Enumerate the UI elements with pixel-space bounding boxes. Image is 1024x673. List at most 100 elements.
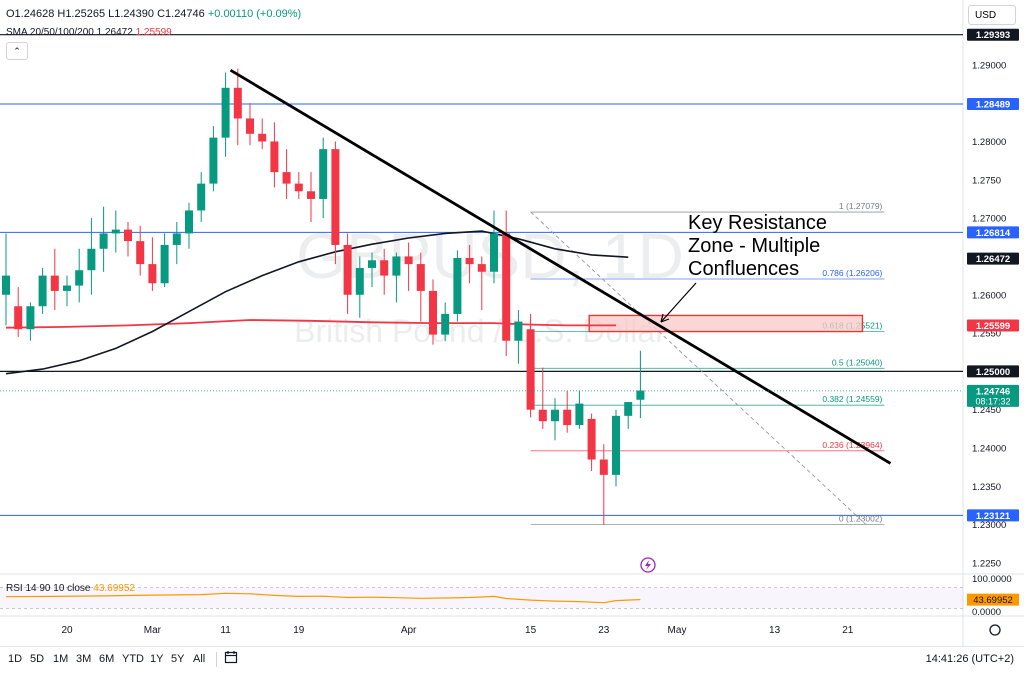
rsi-band (0, 587, 963, 609)
candle-body (258, 133, 267, 142)
candle-body (246, 118, 254, 134)
timeframe-1m[interactable]: 1M (53, 653, 69, 665)
timeframe-6m[interactable]: 6M (99, 653, 115, 665)
timeframe-5y[interactable]: 5Y (171, 653, 185, 665)
candle-body (465, 257, 474, 265)
candle (246, 103, 254, 146)
candle-body (172, 233, 181, 245)
candle-body (612, 415, 620, 475)
candle (50, 248, 59, 311)
price-axis-ticks: 1.290001.28501.280001.27501.270001.26501… (972, 60, 1006, 569)
x-tick-label: May (668, 625, 687, 636)
fib-level-label: 1 (1.27079) (839, 201, 883, 211)
candle-body (319, 149, 328, 199)
candle-body (502, 233, 511, 341)
rsi-tag-bg (967, 593, 1019, 606)
candle-body (587, 418, 596, 460)
trendline (229, 68, 892, 465)
timeframe-1y[interactable]: 1Y (150, 653, 164, 665)
annotation-arrow-head (660, 313, 670, 323)
resistance-zone (588, 314, 864, 333)
candle-body (441, 313, 450, 335)
candle (380, 248, 389, 295)
candle-body (551, 409, 559, 422)
candle (453, 250, 462, 322)
candle (319, 137, 328, 219)
price-tag-label: 1.25599 (976, 321, 1010, 332)
annotation-arrow-line (660, 282, 697, 323)
sma-legend[interactable]: SMA 20/50/100/200 1.26472 1.25599 (6, 27, 172, 38)
price-tag-bg (967, 28, 1019, 41)
candle (355, 256, 364, 318)
timeframe-all[interactable]: All (193, 653, 206, 665)
annotation-line: Key Resistance (688, 212, 827, 234)
candle (624, 402, 633, 429)
candle (160, 233, 169, 288)
candle-body (355, 267, 364, 295)
candle-body (160, 244, 169, 284)
candle (87, 218, 96, 295)
candle (14, 287, 23, 337)
candle (282, 149, 291, 199)
x-tick-label: 23 (598, 625, 610, 636)
candle (538, 367, 547, 429)
y-tick-label: 1.28000 (972, 137, 1006, 148)
candle-body (270, 141, 279, 173)
candle-body (75, 270, 84, 286)
y-tick-label: 1.2250 (972, 559, 1001, 570)
gear-icon (989, 624, 1001, 636)
annotation-line: Confluences (688, 258, 799, 280)
calendar-icon[interactable] (224, 650, 238, 667)
candle (441, 302, 450, 341)
candle (563, 390, 572, 433)
candle-body (50, 275, 59, 291)
currency-selector[interactable]: USD (968, 5, 1016, 25)
candle-body (2, 275, 10, 295)
candle (294, 172, 303, 199)
price-tag-sublabel: 08:17:32 (975, 396, 1010, 406)
y-tick-label: 1.29000 (972, 60, 1006, 71)
clock-readout[interactable]: 14:41:26 (UTC+2) (925, 653, 1014, 665)
timeframe-ytd[interactable]: YTD (122, 653, 144, 665)
candle (63, 275, 71, 307)
x-tick-label: Apr (401, 625, 417, 636)
price-tag-bg (967, 384, 1019, 407)
sma-slow-line (5, 319, 616, 329)
candle-body (282, 172, 291, 184)
candle-body (87, 248, 96, 271)
candle-body (490, 233, 498, 272)
candle (465, 244, 474, 284)
candle (2, 233, 10, 326)
x-tick-label: 15 (525, 625, 537, 636)
candle (343, 233, 352, 314)
candle (392, 252, 401, 303)
candles (2, 68, 645, 525)
ohlc-values: O1.24628 H1.25265 L1.24390 C1.24746 (6, 8, 205, 20)
candle (368, 252, 376, 288)
timeframe-1d[interactable]: 1D (8, 653, 23, 665)
timeframe-3m[interactable]: 3M (76, 653, 92, 665)
rsi-legend[interactable]: RSI 14 90 10 close 43.69952 (6, 583, 135, 594)
candle-body (148, 264, 157, 284)
horizontal-levels (0, 34, 963, 516)
price-tag-bg (967, 226, 1019, 239)
chevron-up-icon[interactable]: ⌃ (6, 42, 28, 60)
candle (148, 237, 157, 291)
timeframe-5d[interactable]: 5D (30, 653, 45, 665)
candle-body (63, 285, 71, 291)
price-tag-label: 1.26814 (976, 228, 1011, 239)
sma-value-fast: 1.26472 (96, 27, 133, 38)
sma-fast-line (5, 230, 629, 375)
event-icon (640, 557, 656, 573)
ohlc-change: +0.00110 (+0.09%) (207, 8, 302, 20)
price-tag-bg (967, 252, 1019, 265)
candle (136, 225, 145, 276)
candle-body (26, 306, 35, 330)
candle (111, 210, 120, 253)
candle-body (599, 459, 608, 475)
candle-body (38, 275, 47, 307)
price-tag-bg (967, 97, 1019, 110)
candle-body (416, 264, 425, 291)
